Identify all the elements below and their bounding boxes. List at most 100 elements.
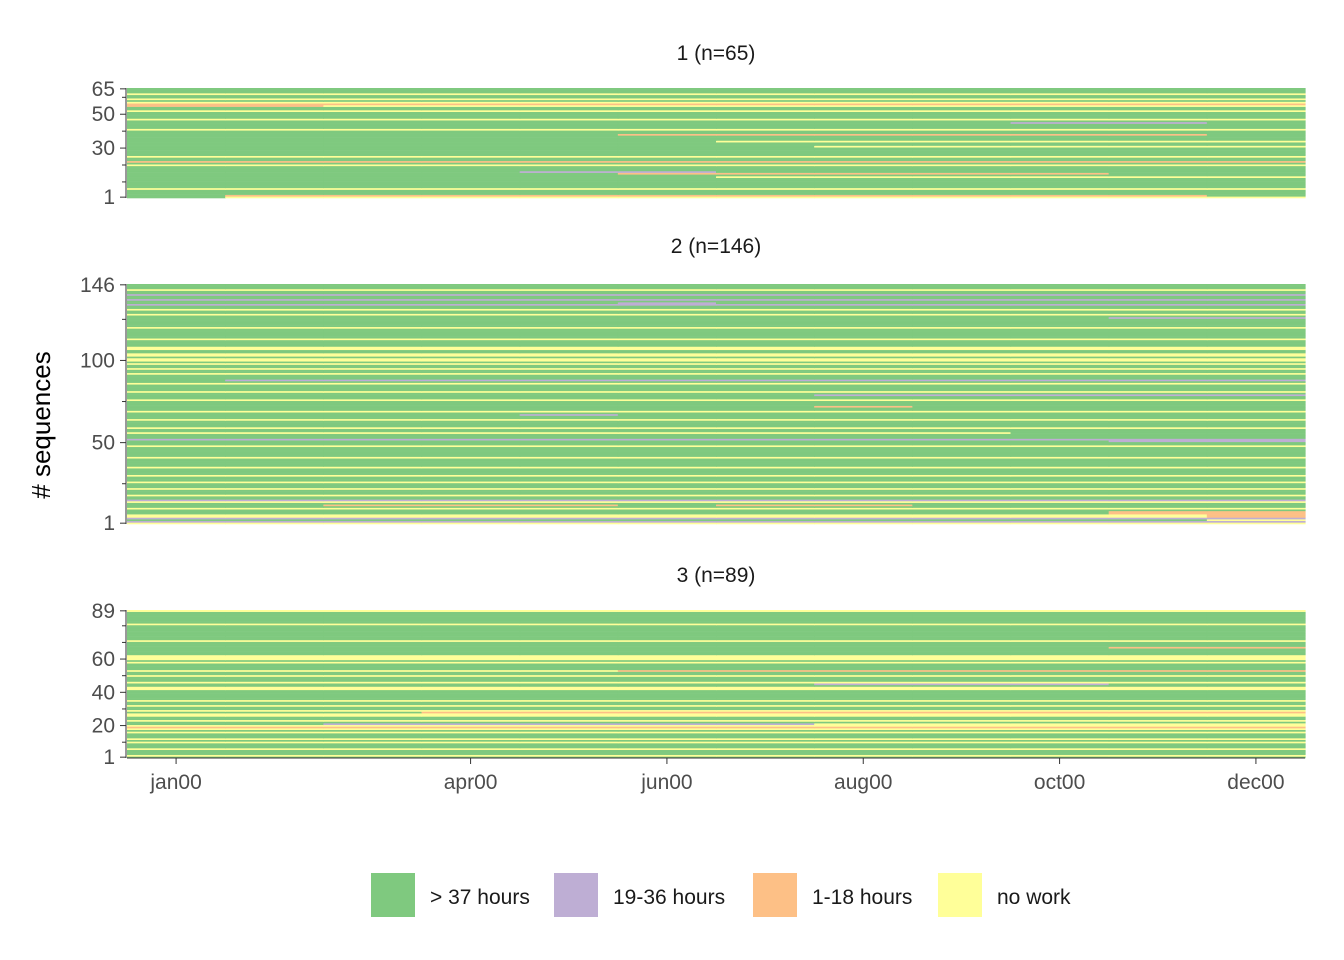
state-cell xyxy=(1010,186,1110,189)
state-cell xyxy=(225,162,324,165)
state-cell xyxy=(1108,148,1208,151)
state-cell xyxy=(912,148,1012,151)
state-cell xyxy=(225,407,324,410)
state-cell xyxy=(1010,743,1110,745)
state-cell xyxy=(519,113,619,116)
state-cell xyxy=(617,486,717,489)
sequence-row xyxy=(127,718,1306,721)
state-cell xyxy=(716,504,815,507)
state-cell xyxy=(1108,157,1208,160)
state-cell xyxy=(814,164,913,167)
state-cell xyxy=(814,341,913,344)
state-cell xyxy=(617,310,717,313)
state-cell xyxy=(617,99,717,102)
state-cell xyxy=(617,751,717,754)
state-cell xyxy=(421,443,521,446)
state-cell xyxy=(1108,364,1208,367)
state-cell xyxy=(421,482,521,485)
state-cell xyxy=(421,686,521,689)
state-cell xyxy=(323,150,423,153)
state-cell xyxy=(716,428,815,431)
state-cell xyxy=(421,344,521,347)
state-cell xyxy=(127,336,226,339)
legend-label: 1-18 hours xyxy=(812,886,912,909)
state-cell xyxy=(1108,520,1208,523)
state-cell xyxy=(1108,748,1208,750)
state-cell xyxy=(225,330,324,332)
state-cell xyxy=(912,387,1012,390)
state-cell xyxy=(127,390,226,393)
state-cell xyxy=(1010,310,1110,313)
state-cell xyxy=(421,297,521,300)
state-cell xyxy=(912,295,1012,298)
state-cell xyxy=(1206,339,1306,342)
state-cell xyxy=(1206,318,1306,321)
state-cell xyxy=(1206,756,1306,759)
sequence-row xyxy=(127,128,1306,131)
state-cell xyxy=(127,142,226,145)
state-cell xyxy=(127,321,226,324)
state-cell xyxy=(1108,138,1208,141)
state-cell xyxy=(617,187,717,190)
state-cell xyxy=(1206,738,1306,740)
state-cell xyxy=(323,140,423,143)
state-cell xyxy=(323,711,423,714)
state-cell xyxy=(421,425,521,428)
state-cell xyxy=(1010,292,1110,295)
state-cell xyxy=(716,417,815,420)
state-cell xyxy=(421,634,521,637)
state-cell xyxy=(814,338,913,341)
state-cell xyxy=(519,392,619,395)
state-cell xyxy=(519,290,619,293)
state-cell xyxy=(519,152,619,155)
state-cell xyxy=(323,362,423,365)
state-cell xyxy=(716,473,815,475)
state-cell xyxy=(323,744,423,747)
state-cell xyxy=(323,441,423,444)
state-cell xyxy=(127,152,226,155)
state-cell xyxy=(814,412,913,415)
state-cell xyxy=(617,186,717,189)
state-cell xyxy=(1010,486,1110,489)
state-cell xyxy=(617,349,717,352)
state-cell xyxy=(421,121,521,124)
state-cell xyxy=(814,300,913,303)
state-cell xyxy=(716,331,815,334)
state-cell xyxy=(1108,651,1208,654)
state-cell xyxy=(716,718,815,721)
state-cell xyxy=(1108,121,1208,124)
state-cell xyxy=(225,458,324,461)
state-cell xyxy=(127,507,226,510)
state-cell xyxy=(912,753,1012,755)
state-cell xyxy=(912,641,1012,644)
state-cell xyxy=(127,443,226,446)
state-cell xyxy=(421,186,521,189)
state-cell xyxy=(1108,118,1208,121)
state-cell xyxy=(323,96,423,99)
state-cell xyxy=(421,397,521,400)
state-cell xyxy=(225,318,324,321)
state-cell xyxy=(519,106,619,109)
state-cell xyxy=(716,143,815,146)
state-cell xyxy=(127,407,226,410)
sequence-row xyxy=(127,515,1306,518)
state-cell xyxy=(912,292,1012,295)
state-cell xyxy=(421,659,521,662)
state-cell xyxy=(225,487,324,490)
state-cell xyxy=(1010,169,1110,172)
state-cell xyxy=(127,659,226,662)
state-cell xyxy=(323,412,423,415)
state-cell xyxy=(814,691,913,694)
state-cell xyxy=(716,474,815,477)
state-cell xyxy=(127,300,226,303)
state-cell xyxy=(127,634,226,637)
state-cell xyxy=(1010,157,1110,160)
state-cell xyxy=(716,709,815,712)
state-cell xyxy=(225,101,324,104)
state-cell xyxy=(519,167,619,170)
state-cell xyxy=(323,453,423,456)
state-cell xyxy=(519,384,619,387)
state-cell xyxy=(814,756,913,759)
state-cell xyxy=(323,292,423,295)
state-cell xyxy=(1206,522,1306,525)
